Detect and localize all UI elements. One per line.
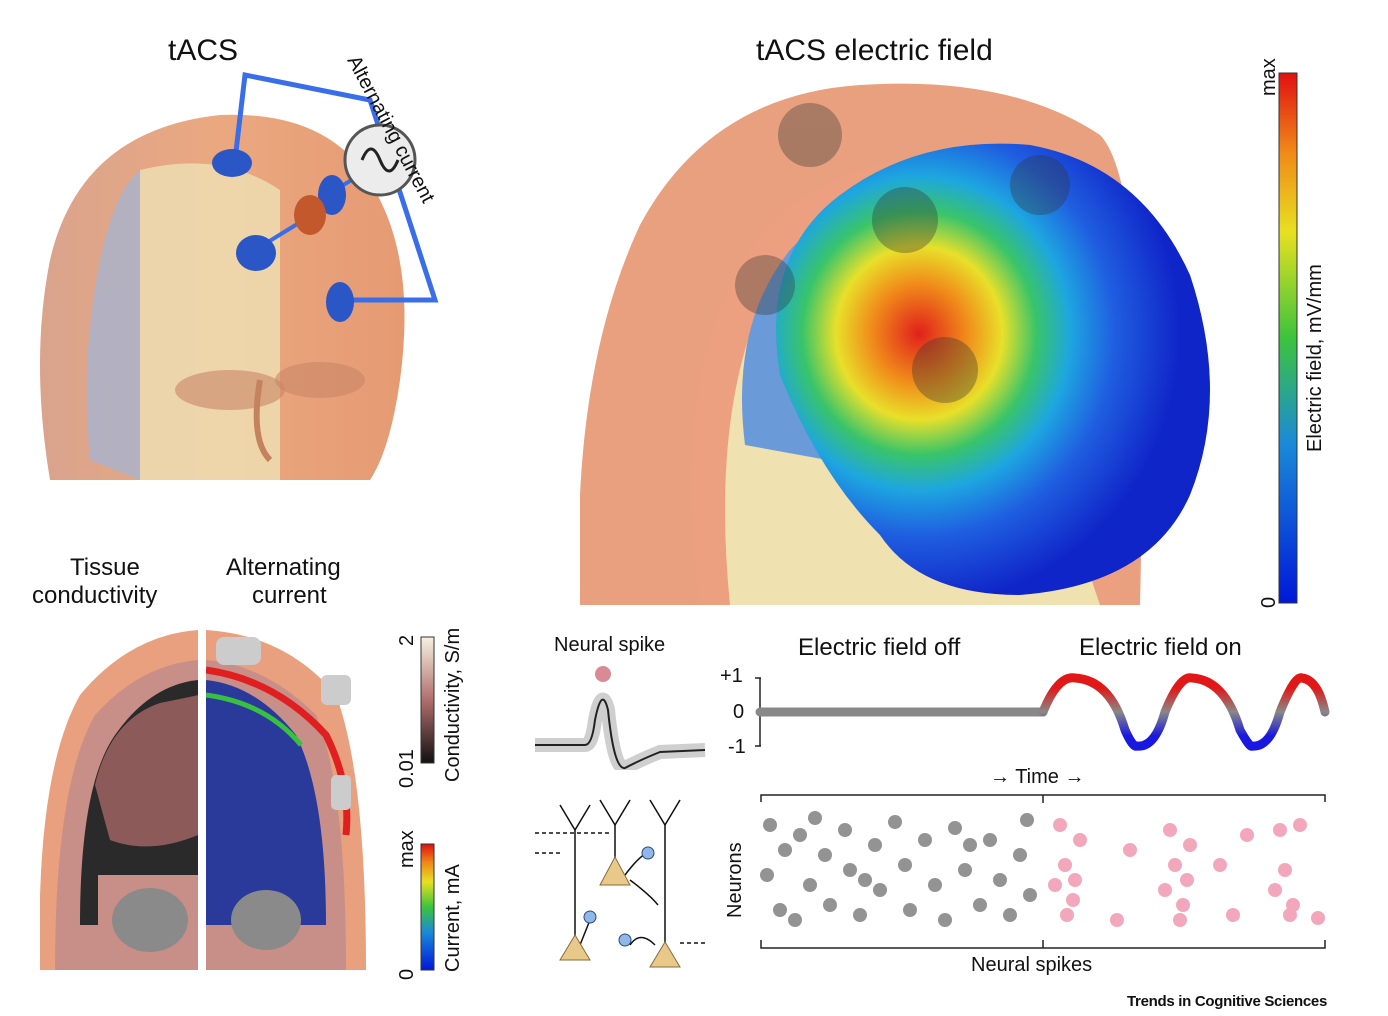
field-colorbar-min: 0 [1258,596,1280,608]
field-colorbar-label: Electric field, mV/mm [1304,264,1326,452]
spike-raster [760,811,1325,927]
neural-spikes-label: Neural spikes [971,954,1093,976]
time-axis-label: → Time → [990,766,1085,788]
spike-waveform [535,666,706,770]
electric-field-head [580,83,1210,605]
conductivity-min: 0.01 [396,749,418,788]
raster-on-dots [1048,818,1325,927]
electrode-shadows [735,103,1070,403]
brain-field-map [776,143,1210,596]
raster-off-dots [760,811,1037,927]
tissue-title-line1: Tissue [70,554,140,581]
neuron-network-diagram [535,799,705,968]
field-off-label: Electric field off [798,634,961,661]
spikes-bracket [760,940,1326,949]
neurons-axis-label: Neurons [724,842,746,918]
tick-minus-one: -1 [728,736,746,758]
tacs-head-illustration [40,72,439,480]
current-colorbar-label: Current, mA [442,864,464,972]
field-on-label: Electric field on [1079,634,1242,661]
field-waveform [755,673,1330,751]
panel-a-title: tACS [168,34,239,67]
ac-source-icon [343,123,417,197]
tissue-title-line2: conductivity [32,582,158,609]
field-colorbar-max: max [1258,58,1280,96]
conductivity-max: 2 [396,634,418,646]
conductivity-label: Conductivity, S/m [442,627,464,782]
current-slice [206,630,366,970]
journal-credit: Trends in Cognitive Sciences [1127,993,1327,1010]
current-colorbar-min: 0 [396,968,418,980]
time-bracket [760,794,1326,803]
conductivity-slice [40,630,198,970]
tick-plus-one: +1 [720,665,743,687]
tick-zero: 0 [733,701,745,723]
current-colorbar [420,843,435,971]
field-on-sine [1038,673,1330,751]
electrodes [212,149,354,322]
neural-spike-title: Neural spike [554,634,666,656]
current-colorbar-max: max [396,830,418,868]
conductivity-colorbar [420,636,435,764]
current-title-line2: current [252,582,327,609]
current-title-line1: Alternating [226,554,341,581]
electric-field-colorbar [1278,72,1298,604]
panel-b-title: tACS electric field [756,34,993,67]
